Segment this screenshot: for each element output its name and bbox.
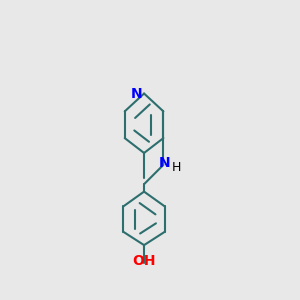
Text: H: H — [172, 161, 182, 174]
Text: N: N — [131, 86, 142, 100]
Text: OH: OH — [132, 254, 156, 268]
Text: N: N — [159, 156, 171, 170]
